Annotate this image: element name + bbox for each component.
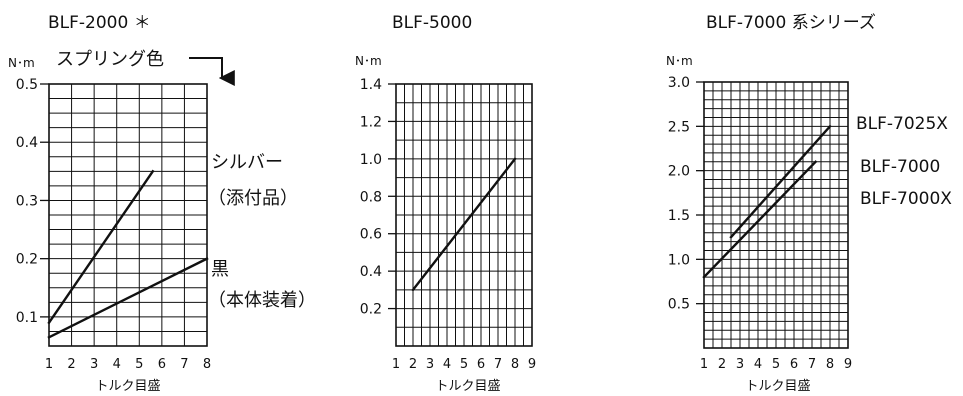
- y-tick-label: 1.2: [360, 114, 382, 130]
- y-tick-label: 0.4: [360, 264, 382, 280]
- x-tick-label: 6: [790, 357, 798, 372]
- data-lines: [411, 157, 517, 292]
- x-tick-label: 3: [736, 357, 744, 372]
- x-tick-label: 8: [203, 357, 211, 372]
- x-tick-label: 4: [443, 357, 451, 372]
- x-tick-label: 9: [844, 357, 852, 372]
- series-label-blf-7025x: BLF-7025X: [856, 114, 948, 134]
- x-tick-label: 7: [494, 357, 502, 372]
- grid: [396, 84, 532, 346]
- y-tick-label: 1.0: [668, 252, 690, 268]
- x-tick-label: 2: [718, 357, 726, 372]
- y-tick-label: 1.5: [668, 208, 690, 224]
- x-axis-label: トルク目盛: [95, 379, 160, 394]
- x-tick-label: 4: [754, 357, 762, 372]
- y-tick-label: 0.3: [16, 193, 38, 209]
- series-label-blf-7000: BLF-7000: [860, 157, 940, 177]
- spring-color-annotation: スプリング色: [56, 49, 164, 70]
- y-axis: 3.0 2.5 2.0 1.5 1.0 0.5: [668, 75, 704, 313]
- y-tick-label: 3.0: [668, 75, 690, 91]
- series-line: [729, 124, 832, 239]
- x-tick-label: 2: [409, 357, 417, 372]
- y-tick-label: 2.5: [668, 119, 690, 135]
- x-tick-label: 5: [460, 357, 468, 372]
- y-tick-label: 0.6: [360, 227, 382, 243]
- x-tick-label: 4: [113, 357, 121, 372]
- y-axis: 0.5 0.4 0.3 0.2 0.1: [16, 77, 49, 326]
- series-line: [47, 169, 155, 325]
- y-tick-label: 1.4: [360, 77, 382, 93]
- x-tick-label: 2: [67, 357, 75, 372]
- x-tick-label: 5: [772, 357, 780, 372]
- data-lines: [47, 169, 209, 339]
- chart-title: BLF-2000 ＊: [48, 13, 151, 33]
- y-tick-label: 0.5: [668, 297, 690, 313]
- x-tick-label: 8: [826, 357, 834, 372]
- y-unit-label: N･m: [355, 54, 382, 68]
- x-tick-label: 1: [392, 357, 400, 372]
- y-tick-label: 0.1: [16, 310, 38, 326]
- x-tick-label: 1: [45, 357, 53, 372]
- chart-title: BLF-5000: [392, 13, 472, 33]
- y-tick-label: 0.2: [16, 252, 38, 268]
- series-label-silver-note: （添付品）: [208, 188, 298, 209]
- x-tick-label: 3: [426, 357, 434, 372]
- series-line: [47, 257, 209, 339]
- grid: [49, 84, 207, 346]
- series-label-silver: シルバー: [211, 152, 283, 173]
- x-tick-label: 6: [477, 357, 485, 372]
- x-tick-label: 8: [511, 357, 519, 372]
- y-axis: 1.4 1.2 1.0 0.8 0.6 0.4 0.2: [360, 77, 396, 318]
- x-tick-label: 5: [135, 357, 143, 372]
- y-tick-label: 0.4: [16, 135, 38, 151]
- x-tick-label: 9: [528, 357, 536, 372]
- y-tick-label: 2.0: [668, 164, 690, 180]
- x-tick-label: 3: [90, 357, 98, 372]
- x-tick-label: 7: [180, 357, 188, 372]
- series-label-black-note: （本体装着）: [208, 290, 316, 311]
- series-line: [702, 160, 818, 279]
- y-tick-label: 0.8: [360, 189, 382, 205]
- y-unit-label: N･m: [8, 56, 35, 70]
- y-tick-label: 0.5: [16, 77, 38, 93]
- y-unit-label: N･m: [666, 54, 693, 68]
- y-tick-label: 0.2: [360, 302, 382, 318]
- x-axis-label: トルク目盛: [745, 379, 810, 394]
- x-tick-label: 7: [808, 357, 816, 372]
- series-label-black: 黒: [211, 259, 229, 280]
- x-tick-label: 6: [158, 357, 166, 372]
- down-arrow-icon: [189, 57, 235, 86]
- x-tick-label: 1: [700, 357, 708, 372]
- x-axis-label: トルク目盛: [435, 379, 500, 394]
- data-lines: [702, 124, 832, 279]
- grid: [704, 82, 848, 348]
- series-line: [411, 157, 517, 292]
- y-tick-label: 1.0: [360, 152, 382, 168]
- series-label-blf-7000x: BLF-7000X: [860, 189, 952, 209]
- chart-title: BLF-7000 系シリーズ: [706, 13, 876, 33]
